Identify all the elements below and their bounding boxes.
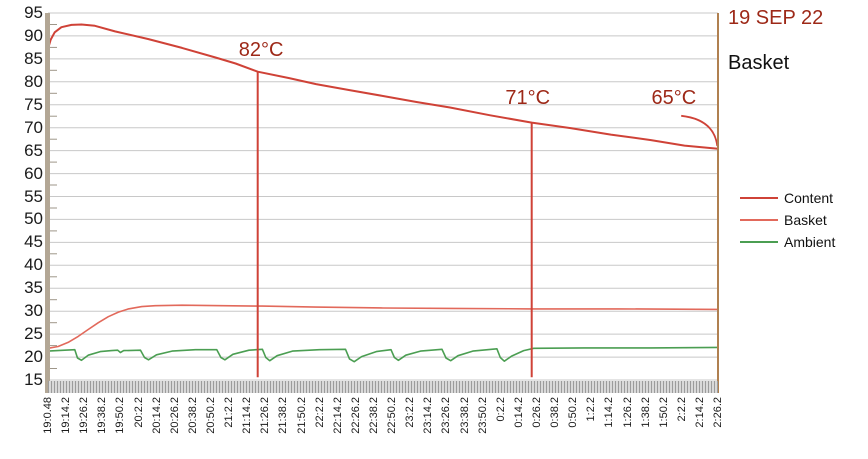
plot-right-border xyxy=(717,13,719,393)
legend-line-swatch xyxy=(740,241,778,243)
y-tick-label: 50 xyxy=(24,209,43,229)
y-tick-label: 95 xyxy=(24,3,43,22)
y-tick-label: 75 xyxy=(24,94,43,114)
chart-date: 19 SEP 22 xyxy=(728,7,824,29)
x-tick-label: 23:2.2 xyxy=(404,397,417,428)
annotation-label: 65°C xyxy=(651,86,697,109)
annotation-leader xyxy=(681,114,719,147)
annotation-label: 71°C xyxy=(505,86,551,109)
x-tick-label: 21:26.2 xyxy=(259,397,272,434)
x-tick-label: 19:26.2 xyxy=(78,397,91,434)
y-tick-label: 55 xyxy=(24,186,43,206)
y-tick-label: 40 xyxy=(24,255,43,275)
y-tick-label: 30 xyxy=(24,301,43,321)
x-tick-label: 2:2.2 xyxy=(675,397,688,422)
x-axis-tick-strip xyxy=(48,381,718,393)
legend: Content Basket Ambient xyxy=(740,187,835,253)
x-tick-label: 19:38.2 xyxy=(96,397,109,434)
x-tick-label: 0:50.2 xyxy=(567,397,580,428)
x-tick-label: 22:50.2 xyxy=(386,397,399,434)
legend-label: Basket xyxy=(784,212,827,228)
legend-line-swatch xyxy=(740,219,778,221)
series-content xyxy=(47,23,719,150)
x-tick-label: 22:14.2 xyxy=(331,397,344,434)
x-tick-label: 21:38.2 xyxy=(277,397,290,434)
x-tick-label: 1:26.2 xyxy=(621,397,634,428)
x-tick-label: 2:26.2 xyxy=(712,397,724,428)
gridlines xyxy=(48,12,718,381)
annotation-lines xyxy=(256,71,719,378)
y-tick-label: 20 xyxy=(24,347,43,367)
x-tick-label: 2:14.2 xyxy=(693,397,706,428)
y-tick-label: 85 xyxy=(24,48,43,68)
x-tick-label: 0:2.2 xyxy=(494,397,507,422)
x-tick-label: 20:14.2 xyxy=(150,397,163,434)
y-axis-line xyxy=(45,13,50,393)
x-tick-label: 22:38.2 xyxy=(367,397,380,434)
x-tick-label: 1:50.2 xyxy=(657,397,670,428)
x-tick-label: 0:26.2 xyxy=(530,397,543,428)
y-tick-label: 15 xyxy=(24,370,43,389)
x-tick-label: 20:2.2 xyxy=(132,397,145,428)
x-tick-label: 21:50.2 xyxy=(295,397,308,434)
y-tick-label: 25 xyxy=(24,324,43,344)
x-tick-label: 1:2.2 xyxy=(585,397,598,422)
y-tick-label: 60 xyxy=(24,163,43,183)
legend-item-basket: Basket xyxy=(740,209,835,231)
x-tick-label: 1:14.2 xyxy=(603,397,616,428)
series-basket xyxy=(47,304,719,350)
legend-label: Content xyxy=(784,190,834,206)
y-tick-label: 90 xyxy=(24,25,43,45)
x-tick-label: 23:50.2 xyxy=(476,397,489,434)
y-tick-label: 35 xyxy=(24,278,43,298)
x-tick-label: 21:2.2 xyxy=(223,397,236,428)
y-tick-label: 70 xyxy=(24,117,43,137)
legend-item-content: Content xyxy=(740,187,835,209)
x-tick-label: 0:14.2 xyxy=(512,397,525,428)
x-tick-label: 20:26.2 xyxy=(168,397,181,434)
series-ambient xyxy=(47,346,719,363)
annotation-label: 82°C xyxy=(238,39,284,62)
y-tick-label: 45 xyxy=(24,232,43,252)
x-tick-label: 20:50.2 xyxy=(205,397,217,434)
x-tick-label: 22:2.2 xyxy=(313,397,326,428)
x-tick-label: 22:26.2 xyxy=(349,397,362,434)
x-tick-label: 23:38.2 xyxy=(458,397,471,434)
legend-line-swatch xyxy=(740,197,778,199)
x-tick-label: 19:50.2 xyxy=(114,397,127,434)
x-tick-label: 23:26.2 xyxy=(440,397,453,434)
x-tick-label: 23:14.2 xyxy=(422,397,435,434)
legend-item-ambient: Ambient xyxy=(740,231,835,253)
x-tick-label: 1:38.2 xyxy=(639,397,652,428)
y-minor-ticks xyxy=(50,24,57,369)
chart-subtitle: Basket xyxy=(728,52,790,74)
y-tick-label: 80 xyxy=(24,71,43,91)
y-tick-label: 65 xyxy=(24,140,43,160)
x-tick-label: 19:14.2 xyxy=(60,397,73,434)
x-tick-label: 20:38.2 xyxy=(186,397,199,434)
legend-label: Ambient xyxy=(784,234,836,250)
x-tick-label: 21:14.2 xyxy=(241,397,254,434)
x-tick-label: 19:0.48 xyxy=(42,397,54,434)
x-tick-label: 0:38.2 xyxy=(549,397,561,428)
